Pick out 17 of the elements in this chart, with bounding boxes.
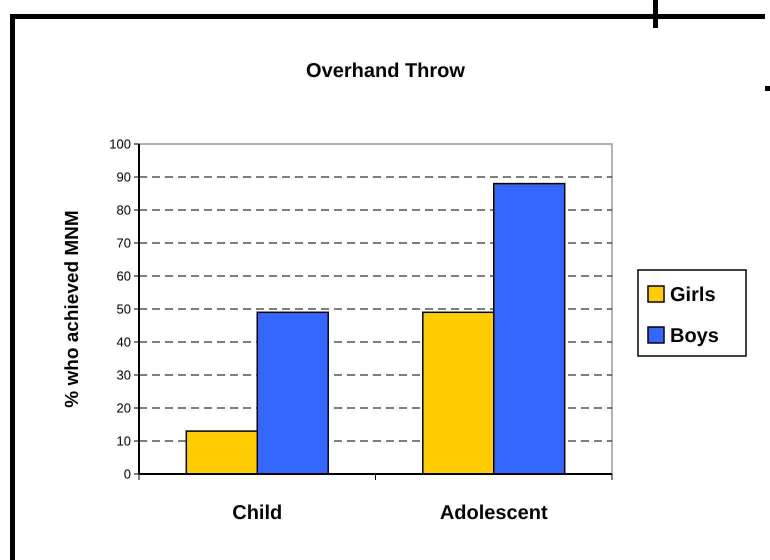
- y-tick-label: 10: [116, 434, 131, 449]
- y-tick-label: 0: [124, 466, 131, 482]
- legend-label: Boys: [670, 325, 719, 347]
- chart-title: Overhand Throw: [306, 60, 466, 82]
- y-tick-label: 60: [116, 268, 131, 284]
- y-tick-label: 30: [116, 368, 131, 383]
- y-axis-title: % who achieved MNM: [62, 210, 83, 408]
- y-tick-label: 90: [116, 170, 131, 185]
- y-tick-label: 100: [109, 136, 131, 152]
- y-tick-label: 70: [116, 236, 131, 251]
- x-tick-label: Child: [232, 502, 282, 524]
- y-tick-label: 80: [116, 202, 131, 218]
- y-tick-label: 20: [116, 400, 131, 416]
- y-tick-label: 40: [116, 334, 131, 350]
- y-tick-label: 50: [116, 302, 131, 317]
- x-tick-label: Adolescent: [440, 502, 548, 524]
- legend-label: Girls: [670, 284, 716, 306]
